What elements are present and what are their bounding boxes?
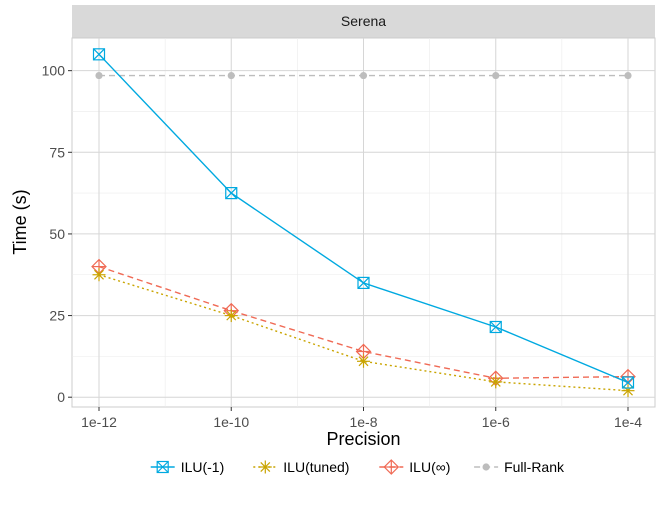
data-point <box>359 71 368 80</box>
data-point <box>621 376 635 389</box>
data-point <box>357 354 370 368</box>
data-point <box>92 48 106 61</box>
panel-strip <box>72 5 655 38</box>
grid <box>72 38 655 407</box>
data-point <box>92 268 106 282</box>
y-tick-label: 25 <box>49 308 65 324</box>
data-point <box>624 71 632 80</box>
y-axis-title: Time (s) <box>10 189 30 254</box>
data-point <box>95 71 103 80</box>
y-tick-label: 0 <box>57 389 65 405</box>
data-point <box>224 309 238 323</box>
data-point <box>492 71 500 80</box>
legend-key-marker <box>258 460 272 474</box>
series-0 <box>92 48 635 389</box>
series-layer <box>91 48 636 398</box>
data-point <box>225 187 238 200</box>
legend-label: ILU(tuned) <box>283 459 349 475</box>
y-axis: 0 25 50 75 100 <box>42 63 72 405</box>
y-tick-label: 50 <box>49 226 65 242</box>
data-point <box>227 71 235 80</box>
series-line <box>98 274 629 392</box>
data-point <box>621 384 635 398</box>
legend-key-marker <box>383 459 400 475</box>
series-1 <box>92 268 635 398</box>
legend-label: ILU(-1) <box>181 459 225 475</box>
x-tick-label: 1e-6 <box>482 414 510 430</box>
x-axis-title: Precision <box>326 429 400 449</box>
legend-label: Full-Rank <box>504 459 565 475</box>
y-tick-label: 75 <box>49 144 65 160</box>
data-point <box>489 320 502 334</box>
data-point <box>357 276 370 290</box>
legend-key-marker <box>156 460 169 474</box>
panel-title: Serena <box>341 13 386 29</box>
data-point <box>489 375 503 389</box>
legend-item: ILU(-1) <box>150 459 225 475</box>
x-tick-label: 1e-12 <box>81 414 117 430</box>
x-tick-label: 1e-10 <box>213 414 249 430</box>
legend-item: ILU(tuned) <box>253 459 349 475</box>
y-tick-label: 100 <box>42 63 66 79</box>
legend: ILU(-1) ILU(tuned) ILU(∞) Full-Rank <box>150 459 565 475</box>
legend-key-marker <box>482 463 490 471</box>
legend-item: ILU(∞) <box>379 459 450 475</box>
x-axis: 1e-12 1e-10 1e-8 1e-6 1e-4 <box>81 407 642 430</box>
legend-item: Full-Rank <box>474 459 565 475</box>
x-tick-label: 1e-4 <box>614 414 642 430</box>
legend-label: ILU(∞) <box>409 459 450 475</box>
x-tick-label: 1e-8 <box>349 414 377 430</box>
series-line <box>98 265 629 379</box>
series-3 <box>95 71 632 80</box>
